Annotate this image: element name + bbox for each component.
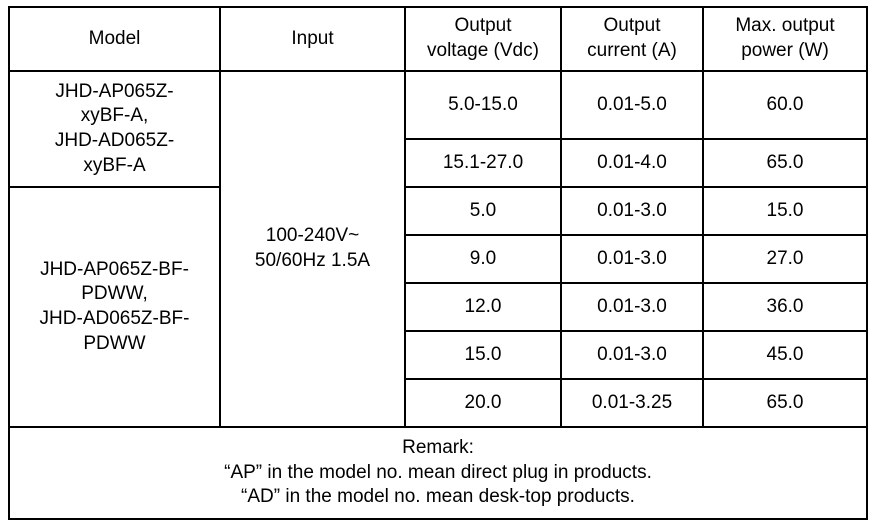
cell-max-output-power: 65.0	[702, 138, 868, 188]
cell-output-current: 0.01-5.0	[560, 70, 704, 140]
header-max-output-power-line2: power (W)	[741, 40, 829, 61]
cell-max-output-power: 60.0	[702, 70, 868, 140]
cell-output-voltage: 20.0	[404, 378, 562, 428]
remark-line-ad: “AD” in the model no. mean desk-top prod…	[241, 486, 635, 508]
cell-output-voltage: 15.0	[404, 330, 562, 380]
cell-output-voltage: 12.0	[404, 282, 562, 332]
cell-output-voltage: 9.0	[404, 234, 562, 284]
spec-table-sheet: Model Input Output voltage (Vdc) Output …	[8, 6, 868, 520]
cell-output-current: 0.01-3.0	[560, 234, 704, 284]
cell-max-output-power: 45.0	[702, 330, 868, 380]
header-input: Input	[219, 6, 406, 72]
cell-output-current: 0.01-3.0	[560, 330, 704, 380]
cell-output-current: 0.01-4.0	[560, 138, 704, 188]
cell-output-voltage: 5.0	[404, 186, 562, 236]
input-cell: 100-240V~ 50/60Hz 1.5A	[219, 70, 406, 428]
cell-max-output-power: 65.0	[702, 378, 868, 428]
input-line2: 50/60Hz 1.5A	[254, 250, 371, 271]
table-row: JHD-AP065Z-BF- PDWW, JHD-AD065Z-BF- PDWW…	[8, 186, 868, 428]
cell-output-current: 0.01-3.25	[560, 378, 704, 428]
table-header-row: Model Input Output voltage (Vdc) Output …	[8, 6, 868, 72]
model-line: PDWW,	[81, 283, 148, 305]
model-line: JHD-AP065Z-	[55, 80, 174, 102]
header-max-output-power: Max. output power (W)	[702, 6, 868, 72]
power-specification-table: Model Input Output voltage (Vdc) Output …	[8, 6, 868, 520]
model-cell-group-2: JHD-AP065Z-BF- PDWW, JHD-AD065Z-BF- PDWW	[8, 186, 221, 428]
model-line: xyBF-A	[83, 154, 146, 176]
model-line: xyBF-A,	[80, 105, 149, 127]
header-output-current-line1: Output	[603, 15, 661, 37]
cell-output-current: 0.01-3.0	[560, 282, 704, 332]
model-line: JHD-AP065Z-BF-	[40, 258, 189, 280]
remark-line-ap: “AP” in the model no. mean direct plug i…	[224, 461, 652, 483]
model-line: JHD-AD065Z-	[54, 130, 175, 151]
table-row: 15.0 0.01-3.0 45.0	[9, 330, 868, 380]
header-output-voltage-line2: voltage (Vdc)	[427, 40, 539, 61]
header-output-voltage-line1: Output	[454, 15, 512, 37]
table-row: 15.1-27.0 0.01-4.0 65.0	[9, 138, 868, 188]
cell-max-output-power: 15.0	[702, 186, 868, 236]
cell-max-output-power: 27.0	[702, 234, 868, 284]
remark-cell: Remark: “AP” in the model no. mean direc…	[8, 426, 868, 520]
input-line1: 100-240V~	[265, 225, 360, 247]
remark-row: Remark: “AP” in the model no. mean direc…	[8, 426, 868, 520]
cell-output-voltage: 5.0-15.0	[404, 70, 562, 140]
remark-title: Remark:	[402, 436, 474, 458]
header-output-current-line2: current (A)	[587, 40, 677, 61]
cell-output-voltage: 15.1-27.0	[404, 138, 562, 188]
model-line: PDWW	[83, 332, 146, 354]
header-output-voltage: Output voltage (Vdc)	[404, 6, 562, 72]
cell-max-output-power: 36.0	[702, 282, 868, 332]
header-max-output-power-line1: Max. output	[735, 15, 835, 37]
header-model: Model	[8, 6, 221, 72]
cell-output-current: 0.01-3.0	[560, 186, 704, 236]
header-output-current: Output current (A)	[560, 6, 704, 72]
table-row: 20.0 0.01-3.25 65.0	[9, 378, 868, 428]
table-row: 12.0 0.01-3.0 36.0	[9, 282, 868, 332]
model-line: JHD-AD065Z-BF-	[39, 308, 190, 329]
table-row: JHD-AP065Z- xyBF-A, JHD-AD065Z- xyBF-A 1…	[8, 70, 868, 428]
model-cell-group-1: JHD-AP065Z- xyBF-A, JHD-AD065Z- xyBF-A	[8, 70, 221, 188]
table-row: 9.0 0.01-3.0 27.0	[9, 234, 868, 284]
